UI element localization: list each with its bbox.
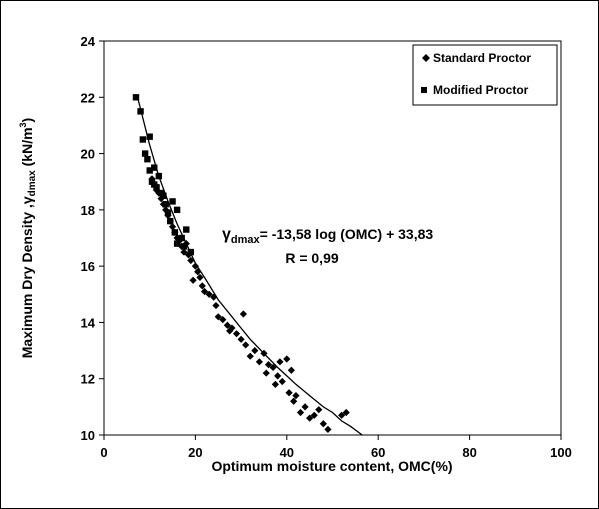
y-tick-label: 18 <box>81 203 95 218</box>
standard-proctor-point <box>180 248 188 256</box>
x-tick-label: 40 <box>280 445 294 460</box>
standard-proctor-point <box>276 358 284 366</box>
standard-proctor-point <box>301 403 309 411</box>
legend-label-standard: Standard Proctor <box>433 51 531 65</box>
standard-proctor-point <box>237 335 245 343</box>
standard-proctor-point <box>212 301 220 310</box>
y-axis-ticks: 10 12 14 16 18 20 22 24 <box>81 34 104 443</box>
x-tick-label: 0 <box>100 445 107 460</box>
modified-proctor-point <box>141 150 149 157</box>
standard-proctor-point <box>168 223 177 231</box>
modified-proctor-point <box>151 164 158 171</box>
standard-proctor-point <box>296 408 305 417</box>
modified-proctor-point <box>139 136 147 143</box>
standard-proctor-point <box>310 411 318 419</box>
standard-proctor-point <box>219 316 227 324</box>
standard-proctor-point <box>210 293 218 301</box>
y-tick-label: 16 <box>81 259 95 274</box>
standard-proctor-point <box>278 377 286 386</box>
modified-proctor-point <box>183 226 190 233</box>
trend-line <box>137 99 363 436</box>
modified-proctor-point <box>162 201 169 208</box>
standard-proctor-point <box>255 358 263 366</box>
x-tick-label: 80 <box>462 445 476 460</box>
modified-proctor-point <box>132 94 140 101</box>
x-tick-label: 60 <box>371 445 385 460</box>
modified-proctor-point <box>167 217 174 225</box>
standard-proctor-point <box>214 313 222 321</box>
standard-proctor-point <box>292 392 300 400</box>
y-tick-label: 14 <box>81 315 96 330</box>
modified-proctor-point <box>146 133 153 140</box>
legend-square-icon <box>421 87 427 93</box>
standard-proctor-point <box>324 425 332 433</box>
standard-proctor-point <box>196 273 204 281</box>
y-axis-title: Maximum Dry Density ,γdmax (kN/m3) <box>18 118 38 358</box>
y-tick-label: 10 <box>81 428 95 443</box>
standard-proctor-point <box>262 369 270 377</box>
modified-proctor-point <box>173 240 181 247</box>
data-points <box>132 94 350 433</box>
modified-proctor-point <box>144 156 151 163</box>
standard-proctor-point <box>274 372 282 380</box>
standard-proctor-point <box>319 420 327 428</box>
legend-box <box>412 44 558 106</box>
standard-proctor-point <box>264 361 273 369</box>
x-tick-label: 100 <box>550 445 572 460</box>
y-tick-label: 24 <box>81 34 96 49</box>
standard-proctor-point <box>287 366 295 374</box>
standard-proctor-point <box>205 290 213 298</box>
y-tick-label: 20 <box>81 147 95 162</box>
legend-diamond-icon <box>422 54 430 62</box>
standard-proctor-point <box>290 397 298 405</box>
modified-proctor-point <box>180 243 188 250</box>
x-tick-label: 20 <box>188 445 202 460</box>
standard-proctor-point <box>338 411 346 419</box>
modified-proctor-point <box>171 229 179 236</box>
standard-proctor-point <box>342 408 350 417</box>
standard-proctor-point <box>226 327 234 335</box>
modified-proctor-point <box>153 184 160 191</box>
standard-proctor-point <box>228 324 236 332</box>
x-axis-ticks: 0 20 40 60 80 100 <box>100 435 572 460</box>
modified-proctor-point <box>164 209 172 216</box>
modified-proctor-point <box>146 167 153 174</box>
standard-proctor-point <box>189 276 197 284</box>
standard-proctor-point <box>271 380 279 388</box>
standard-proctor-point <box>315 406 323 414</box>
modified-proctor-point <box>178 234 185 242</box>
modified-proctor-point <box>160 192 167 199</box>
standard-proctor-point <box>198 282 206 290</box>
legend: Standard Proctor Modified Proctor <box>412 44 558 106</box>
standard-proctor-point <box>306 414 314 422</box>
standard-proctor-point <box>191 262 199 270</box>
standard-proctor-point <box>242 341 250 349</box>
standard-proctor-point <box>283 355 291 363</box>
standard-proctor-point <box>285 389 293 397</box>
y-tick-label: 22 <box>81 90 95 105</box>
standard-proctor-point <box>232 330 241 338</box>
regression-r-value: R = 0,99 <box>285 250 339 266</box>
x-axis-title: Optimum moisture content, OMC(%) <box>211 458 452 474</box>
y-tick-label: 12 <box>81 372 95 387</box>
modified-proctor-point <box>173 206 181 214</box>
legend-label-modified: Modified Proctor <box>433 83 529 97</box>
modified-proctor-point <box>169 198 176 205</box>
standard-proctor-point <box>269 363 277 372</box>
regression-equation: γdmax= -13,58 log (OMC) + 33,83 <box>222 226 433 246</box>
standard-proctor-point <box>223 321 231 329</box>
standard-proctor-point <box>200 287 209 296</box>
standard-proctor-point <box>246 352 254 360</box>
standard-proctor-point <box>239 310 247 318</box>
